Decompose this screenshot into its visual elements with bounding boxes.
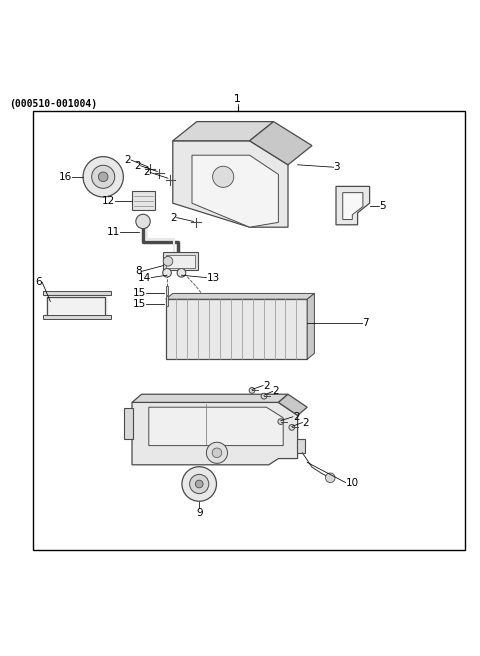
- Text: 11: 11: [107, 227, 120, 237]
- Text: 3: 3: [334, 162, 340, 173]
- Circle shape: [212, 448, 222, 458]
- Circle shape: [249, 388, 255, 394]
- Polygon shape: [173, 141, 288, 227]
- Polygon shape: [336, 186, 370, 225]
- Circle shape: [261, 394, 267, 399]
- Bar: [124, 408, 133, 440]
- Bar: [166, 255, 195, 268]
- Polygon shape: [132, 394, 288, 402]
- Polygon shape: [173, 121, 274, 141]
- Circle shape: [278, 419, 284, 424]
- Text: 2: 2: [293, 412, 300, 422]
- Polygon shape: [250, 121, 312, 165]
- Circle shape: [163, 256, 173, 266]
- Text: 15: 15: [133, 299, 146, 309]
- Circle shape: [213, 166, 234, 188]
- Circle shape: [92, 165, 115, 188]
- Text: 10: 10: [346, 478, 359, 487]
- Text: 2: 2: [134, 161, 141, 171]
- Text: 5: 5: [379, 201, 386, 211]
- Circle shape: [190, 474, 209, 493]
- Circle shape: [83, 157, 123, 197]
- Bar: [297, 440, 305, 453]
- Text: 14: 14: [138, 273, 151, 283]
- Text: 2: 2: [273, 386, 279, 396]
- Bar: [43, 291, 111, 295]
- Bar: [166, 286, 168, 295]
- Bar: [166, 299, 307, 359]
- Polygon shape: [307, 293, 314, 359]
- Circle shape: [136, 215, 150, 229]
- Circle shape: [289, 424, 295, 430]
- Bar: [46, 294, 108, 316]
- Bar: [166, 297, 168, 306]
- Circle shape: [325, 473, 335, 483]
- Circle shape: [98, 172, 108, 182]
- Polygon shape: [149, 407, 283, 445]
- Text: 7: 7: [362, 318, 369, 328]
- Text: 13: 13: [206, 273, 220, 283]
- Text: 1: 1: [234, 94, 241, 104]
- Text: 6: 6: [36, 277, 42, 287]
- Text: (000510-001004): (000510-001004): [10, 98, 98, 108]
- Circle shape: [163, 268, 171, 277]
- Text: 12: 12: [102, 195, 115, 206]
- Circle shape: [195, 480, 203, 488]
- Bar: [132, 191, 155, 211]
- Bar: [163, 252, 198, 270]
- Circle shape: [177, 268, 186, 277]
- Text: 2: 2: [263, 380, 270, 390]
- Polygon shape: [166, 293, 314, 299]
- Polygon shape: [278, 394, 307, 415]
- Text: 15: 15: [133, 289, 146, 298]
- Polygon shape: [192, 155, 278, 227]
- Text: 2: 2: [302, 418, 309, 428]
- Circle shape: [182, 466, 216, 501]
- Text: 2: 2: [124, 155, 131, 165]
- Text: 9: 9: [196, 508, 203, 518]
- Bar: [43, 315, 111, 319]
- Text: 1: 1: [234, 94, 241, 104]
- Polygon shape: [343, 193, 363, 220]
- Text: 2: 2: [170, 213, 177, 222]
- Circle shape: [206, 442, 228, 463]
- Text: 16: 16: [59, 172, 72, 182]
- Text: 2: 2: [144, 167, 150, 178]
- Text: 8: 8: [135, 266, 142, 276]
- Polygon shape: [132, 402, 298, 465]
